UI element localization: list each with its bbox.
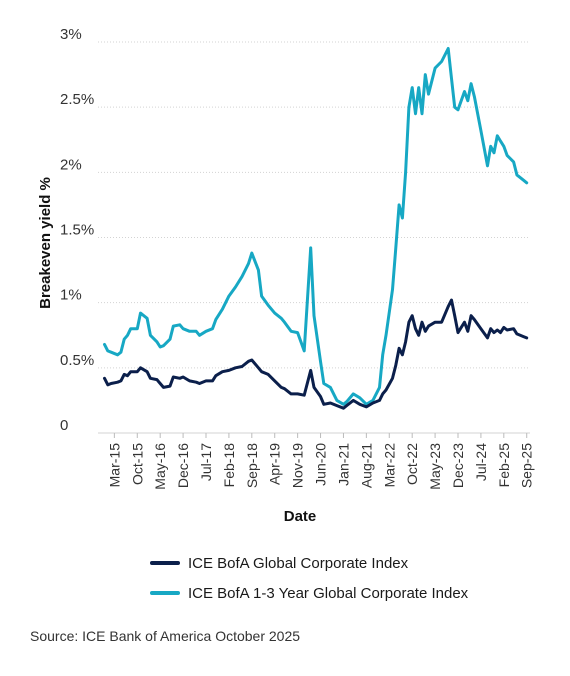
y-tick-label: 2.5% (60, 91, 94, 108)
x-tick-label: May-16 (152, 443, 168, 490)
x-tick-label: Jan-21 (335, 443, 351, 486)
y-tick-label: 1.5% (60, 222, 94, 239)
x-tick-label: Sep-25 (519, 443, 535, 488)
x-axis-ticks: Mar-15 Oct-15 May-16 Dec-16 Jul-17 Feb-18 Sep-… (106, 433, 535, 490)
x-tick-label: Oct-15 (129, 443, 145, 485)
legend-label-1-3-year-corporate: ICE BofA 1-3 Year Global Corporate Index (188, 584, 469, 602)
y-tick-label: 0 (60, 417, 68, 434)
x-tick-label: Jun-20 (313, 443, 329, 486)
y-tick-label: 3% (60, 26, 82, 43)
legend-label-global-corporate: ICE BofA Global Corporate Index (188, 554, 409, 572)
x-tick-label: Jul-17 (198, 443, 214, 481)
x-tick-label: Apr-19 (267, 443, 283, 485)
source-note: Source: ICE Bank of America October 2025 (30, 628, 301, 644)
x-tick-label: Dec-16 (175, 443, 191, 488)
y-axis-ticks: 0 0.5% 1% 1.5% 2% 2.5% 3% (60, 26, 94, 434)
y-axis-title: Breakeven yield % (37, 177, 54, 309)
x-tick-label: May-23 (427, 443, 443, 490)
x-tick-label: Mar-15 (106, 443, 122, 488)
legend-swatch-global-corporate (150, 561, 180, 565)
legend: ICE BofA Global Corporate Index ICE BofA… (150, 548, 468, 608)
legend-item-1-3-year-corporate: ICE BofA 1-3 Year Global Corporate Index (150, 578, 468, 608)
legend-swatch-1-3-year-corporate (150, 591, 180, 595)
legend-item-global-corporate: ICE BofA Global Corporate Index (150, 548, 468, 578)
line-chart: 0 0.5% 1% 1.5% 2% 2.5% 3% Mar-15 Oct-15 May-16 De… (37, 26, 535, 525)
x-tick-label: Mar-22 (381, 443, 397, 488)
y-tick-label: 0.5% (60, 352, 94, 369)
x-tick-label: Nov-19 (290, 443, 306, 488)
x-tick-label: Feb-25 (496, 443, 512, 488)
series-lines (103, 47, 529, 410)
series-line-global-corporate (103, 298, 529, 410)
x-tick-label: Feb-18 (221, 443, 237, 488)
series-line-1-3-year-corporate (103, 47, 529, 406)
x-axis-title: Date (284, 508, 317, 525)
x-tick-label: Oct-22 (404, 443, 420, 485)
y-tick-label: 2% (60, 156, 82, 173)
y-tick-label: 1% (60, 287, 82, 304)
x-tick-label: Jul-24 (473, 443, 489, 481)
x-tick-label: Sep-18 (244, 443, 260, 488)
x-tick-label: Aug-21 (358, 443, 374, 488)
gridlines (98, 41, 530, 434)
x-tick-label: Dec-23 (450, 443, 466, 488)
